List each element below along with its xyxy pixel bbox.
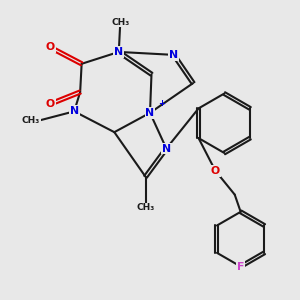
Text: F: F [237,262,244,272]
Text: O: O [211,166,220,176]
Text: CH₃: CH₃ [136,203,155,212]
Text: N: N [114,47,123,57]
Text: CH₃: CH₃ [111,18,129,27]
Text: O: O [46,43,55,52]
Text: N: N [146,108,154,118]
Text: N: N [70,106,79,116]
Text: N: N [162,143,171,154]
Text: N: N [169,50,178,60]
Text: +: + [158,99,165,108]
Text: O: O [46,99,55,109]
Text: CH₃: CH₃ [22,116,40,125]
